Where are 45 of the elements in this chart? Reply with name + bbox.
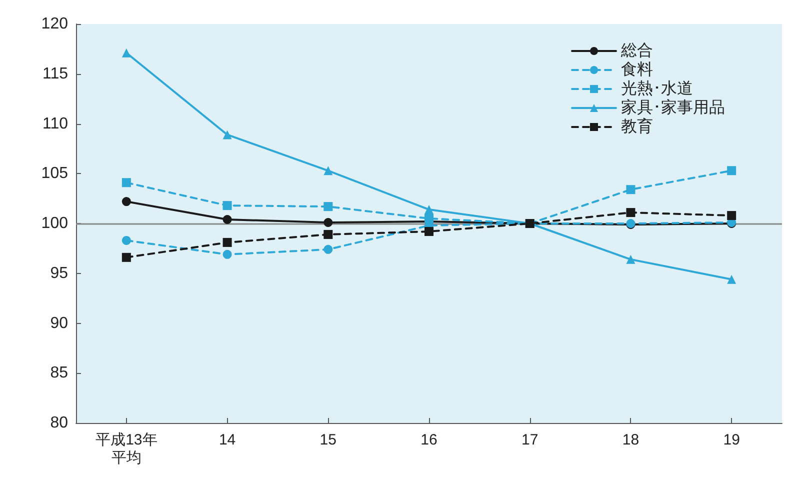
point — [222, 238, 232, 247]
legend-label: 家具･家事用品 — [621, 98, 725, 116]
point — [626, 254, 636, 264]
y-tick-label: 100 — [41, 215, 68, 232]
y-tick-label: 95 — [50, 264, 68, 282]
point — [222, 201, 232, 210]
legend-label: 光熱･水道 — [621, 80, 693, 98]
point — [222, 215, 232, 224]
legend-label: 総合 — [620, 42, 653, 60]
y-tick-label: 85 — [50, 364, 68, 382]
point — [324, 166, 333, 176]
y-tick-label: 110 — [42, 115, 68, 132]
point — [324, 202, 333, 212]
legend-label: 教育 — [621, 118, 653, 136]
point — [424, 214, 434, 224]
point — [222, 250, 232, 259]
y-tick-label: 90 — [50, 314, 68, 332]
x-tick-label: 17 — [522, 432, 538, 448]
x-tick-label: 18 — [622, 432, 640, 448]
point — [122, 48, 131, 58]
point — [122, 178, 131, 188]
point — [324, 244, 333, 254]
point — [727, 274, 736, 284]
x-tick-label: 14 — [218, 432, 236, 448]
point — [727, 166, 736, 176]
point — [626, 185, 636, 194]
x-tick-label: 19 — [723, 432, 740, 448]
point — [324, 230, 333, 239]
x-tick-label: 15 — [320, 432, 336, 448]
x-tick-label: 16 — [420, 432, 438, 448]
point — [324, 218, 333, 227]
point — [122, 252, 131, 262]
y-tick-label: 105 — [41, 165, 68, 182]
point — [122, 197, 131, 206]
point — [626, 208, 636, 218]
y-tick-label: 115 — [42, 65, 68, 82]
point — [424, 226, 434, 236]
legend-label: 食料 — [621, 60, 653, 78]
y-tick-label: 80 — [50, 414, 68, 432]
y-tick-label: 120 — [41, 16, 68, 32]
point — [222, 130, 232, 140]
point — [424, 205, 434, 214]
point — [727, 211, 736, 220]
point — [122, 236, 131, 245]
x-tick-label: 平成13年平均 — [96, 432, 158, 466]
